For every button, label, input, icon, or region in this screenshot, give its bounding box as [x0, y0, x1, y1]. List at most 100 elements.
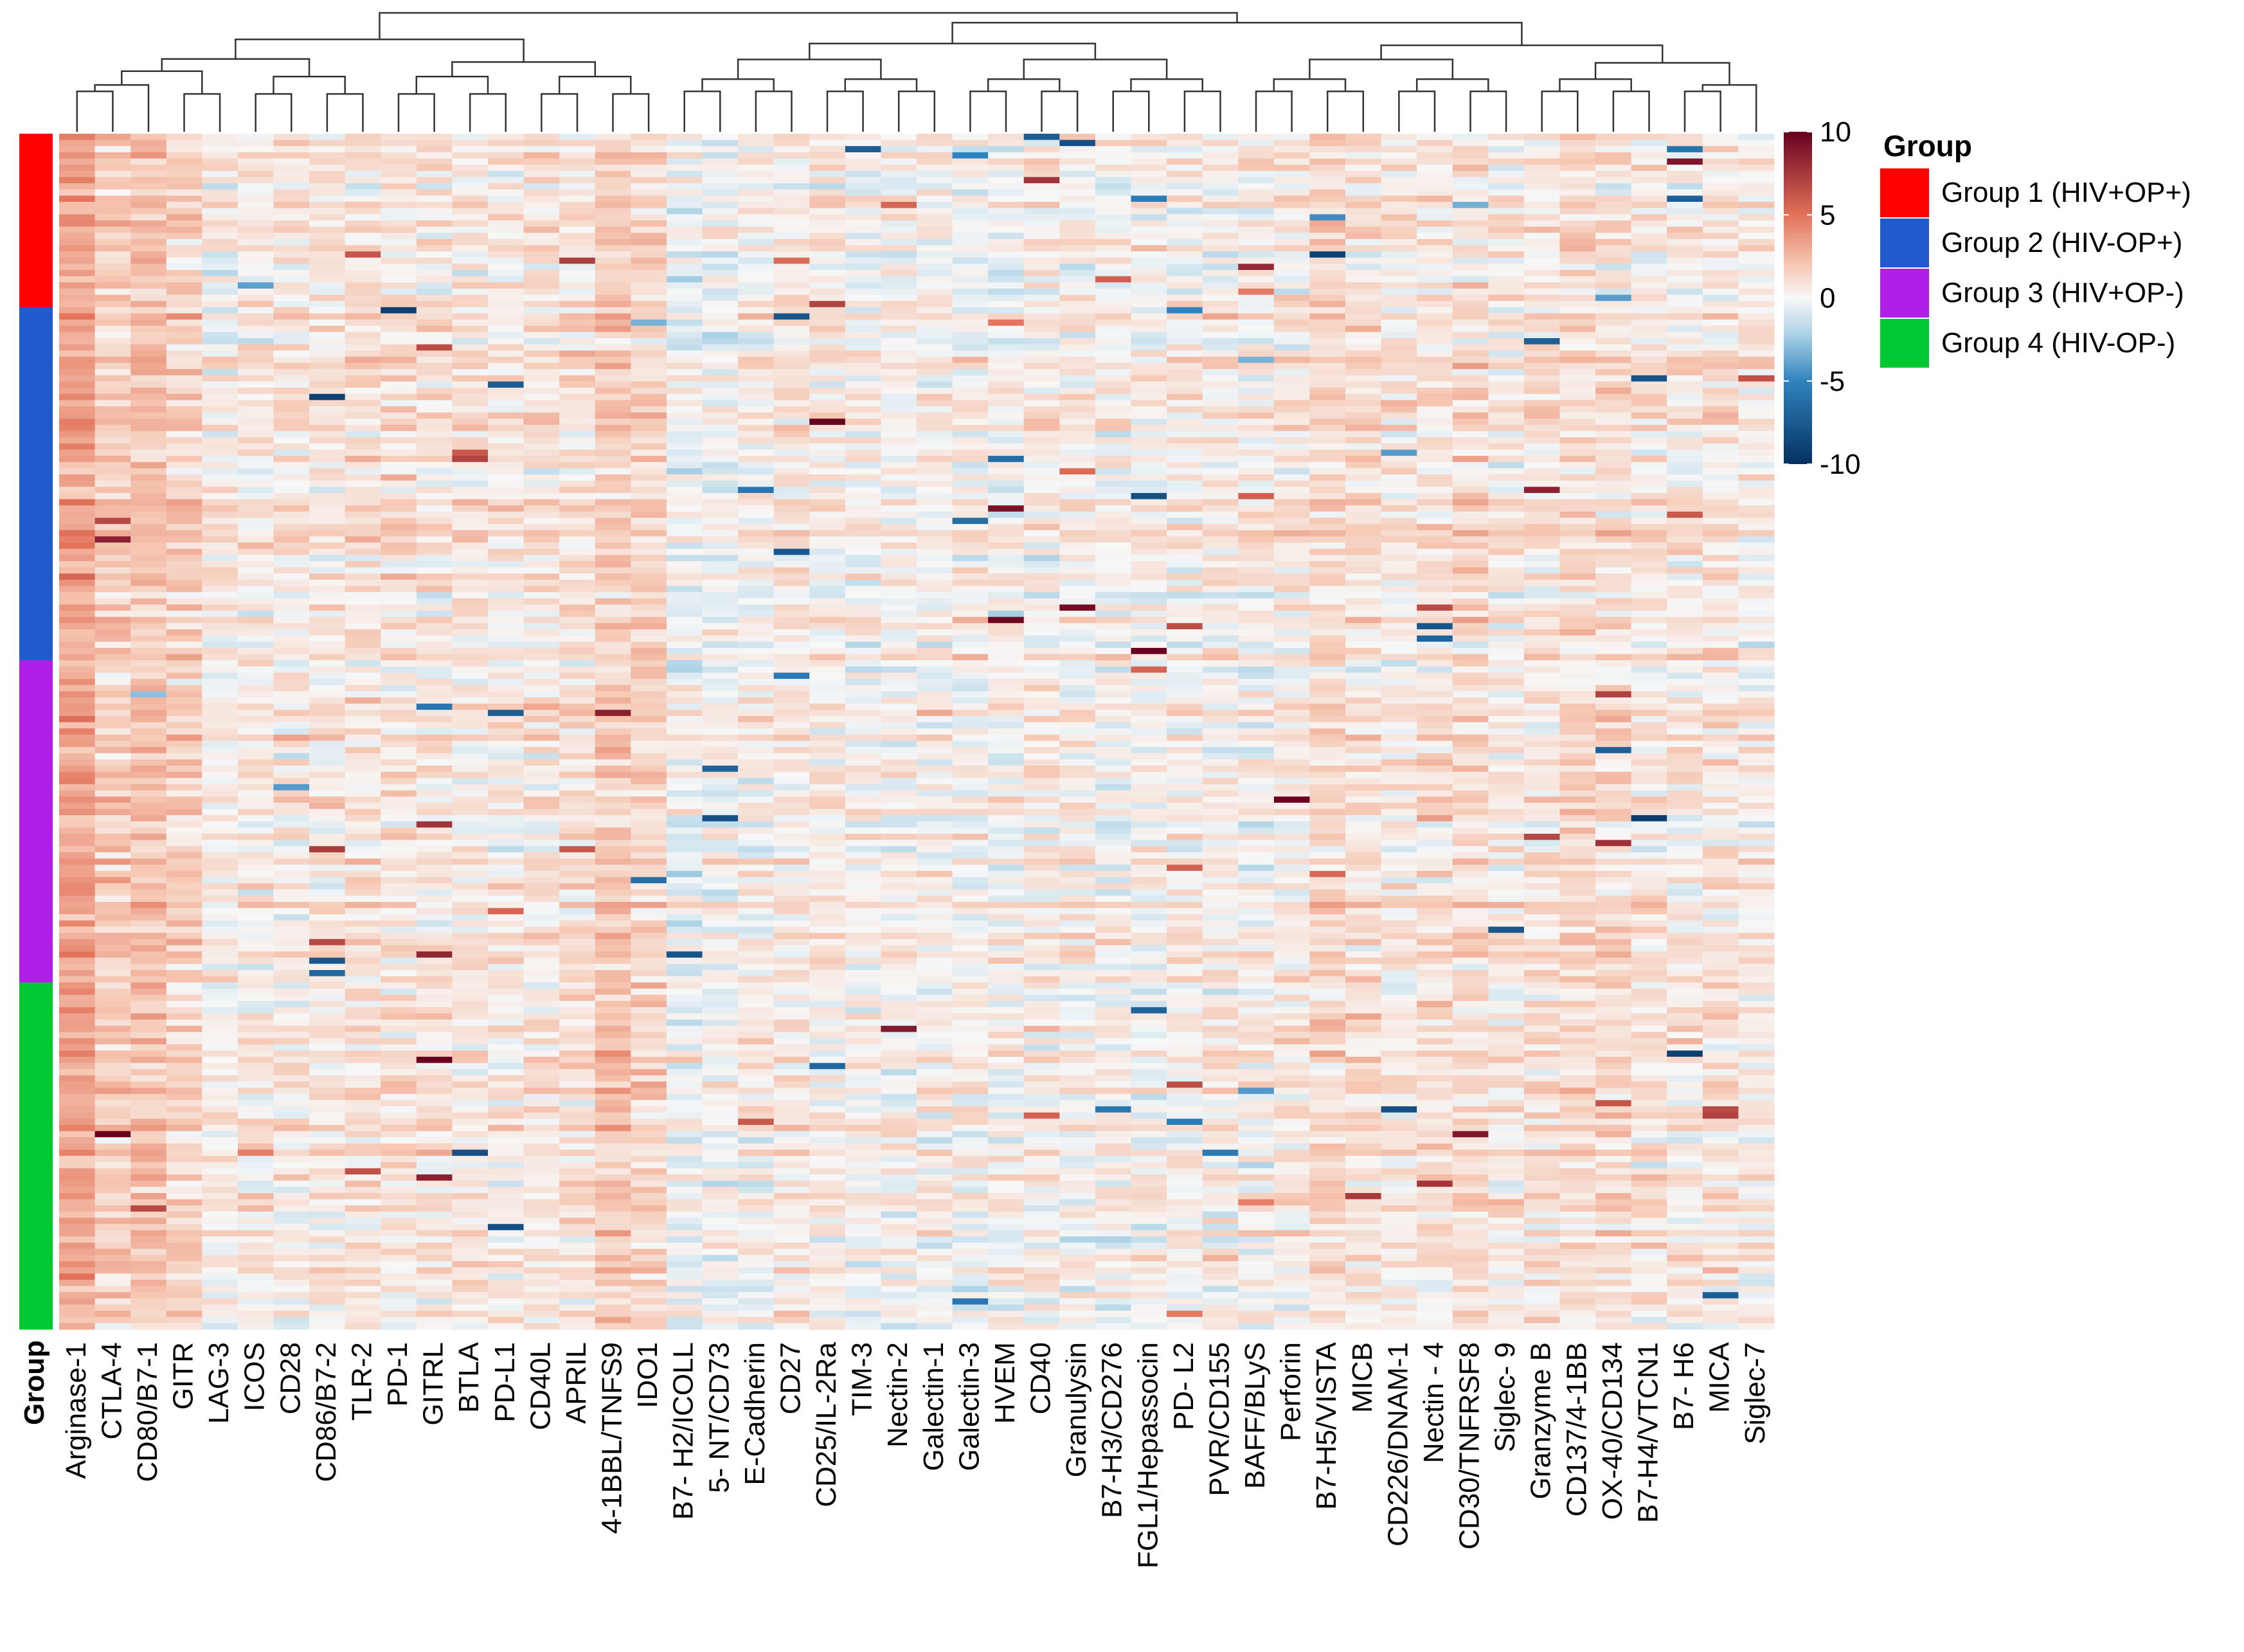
heatmap-cell: [1417, 561, 1453, 568]
heatmap-cell: [1095, 567, 1132, 574]
heatmap-cell: [1452, 499, 1489, 506]
heatmap-cell: [952, 418, 989, 426]
heatmap-cell: [595, 561, 631, 568]
heatmap-cell: [1023, 536, 1060, 543]
heatmap-cell: [130, 468, 167, 475]
heatmap-cell: [59, 332, 96, 339]
heatmap-cell: [345, 530, 381, 537]
heatmap-cell: [237, 152, 274, 159]
heatmap-cell: [1738, 264, 1775, 271]
heatmap-cell: [381, 468, 417, 475]
heatmap-cell: [631, 604, 667, 611]
heatmap-cell: [595, 369, 631, 376]
heatmap-cell: [773, 251, 810, 258]
heatmap-cell: [1452, 152, 1489, 159]
heatmap-cell: [1345, 555, 1382, 562]
heatmap-cell: [1381, 517, 1417, 525]
heatmap-cell: [666, 741, 703, 748]
heatmap-cell: [1738, 579, 1775, 587]
heatmap-cell: [773, 307, 810, 314]
heatmap-cell: [1309, 356, 1346, 364]
heatmap-cell: [559, 381, 596, 388]
heatmap-cell: [1023, 165, 1060, 172]
heatmap-cell: [1631, 233, 1667, 240]
heatmap-cell: [94, 443, 131, 451]
heatmap-cell: [1452, 573, 1489, 580]
heatmap-cell: [1595, 158, 1632, 165]
heatmap-cell: [381, 208, 417, 215]
heatmap-cell: [59, 344, 96, 351]
heatmap-cell: [1381, 152, 1417, 159]
heatmap-cell: [738, 282, 775, 289]
heatmap-cell: [202, 313, 238, 320]
heatmap-cell: [166, 276, 202, 283]
heatmap-cell: [1488, 573, 1525, 580]
heatmap-cell: [59, 356, 96, 364]
heatmap-cell: [988, 592, 1025, 599]
heatmap-cell: [881, 598, 917, 606]
heatmap-cell: [94, 592, 131, 599]
heatmap-cell: [1131, 165, 1167, 172]
heatmap-cell: [1095, 245, 1132, 252]
heatmap-cell: [917, 319, 953, 327]
heatmap-cell: [1381, 177, 1417, 184]
heatmap-cell: [702, 753, 739, 760]
heatmap-cell: [202, 728, 238, 735]
heatmap-cell: [1738, 158, 1775, 165]
heatmap-cell: [952, 623, 989, 630]
heatmap-cell: [1273, 468, 1311, 475]
heatmap-cell: [1273, 307, 1311, 314]
heatmap-cell: [1631, 165, 1667, 172]
heatmap-cell: [1702, 226, 1739, 233]
heatmap-cell: [1023, 183, 1060, 190]
heatmap-cell: [273, 313, 310, 320]
heatmap-cell: [1631, 579, 1667, 587]
heatmap-cell: [845, 555, 882, 562]
heatmap-cell: [202, 456, 238, 463]
heatmap-cell: [952, 517, 989, 525]
heatmap-cell: [59, 325, 96, 332]
heatmap-cell: [631, 424, 667, 432]
heatmap-cell: [1202, 474, 1239, 481]
heatmap-cell: [1273, 666, 1311, 674]
heatmap-cell: [845, 393, 882, 401]
heatmap-cell: [166, 697, 202, 705]
heatmap-cell: [666, 288, 703, 296]
heatmap-cell: [202, 189, 238, 196]
heatmap-cell: [1273, 319, 1311, 327]
heatmap-cell: [273, 462, 310, 469]
heatmap-cell: [1667, 505, 1703, 512]
heatmap-cell: [773, 388, 810, 395]
heatmap-cell: [94, 214, 131, 221]
heatmap-cell: [1167, 294, 1203, 301]
heatmap-cell: [702, 270, 739, 277]
heatmap-cell: [202, 233, 238, 240]
heatmap-cell: [702, 146, 739, 153]
heatmap-cell: [130, 363, 167, 370]
heatmap-cell: [1095, 202, 1132, 209]
heatmap-cell: [345, 715, 381, 723]
heatmap-cell: [809, 195, 846, 202]
heatmap-cell: [1417, 195, 1453, 202]
heatmap-cell: [1667, 660, 1703, 667]
heatmap-cell: [309, 759, 346, 766]
heatmap-cell: [1345, 443, 1382, 451]
heatmap-cell: [1131, 579, 1167, 587]
heatmap-cell: [738, 313, 775, 320]
heatmap-cell: [1095, 139, 1132, 147]
heatmap-cell: [1273, 524, 1311, 531]
heatmap-cell: [1595, 579, 1632, 587]
heatmap-cell: [1488, 350, 1525, 357]
heatmap-cell: [1238, 511, 1275, 519]
heatmap-cell: [1488, 443, 1525, 451]
heatmap-cell: [452, 492, 489, 500]
heatmap-cell: [166, 388, 202, 395]
heatmap-cell: [166, 146, 202, 153]
heatmap-cell: [702, 741, 739, 748]
heatmap-cell: [94, 165, 131, 172]
heatmap-cell: [345, 350, 381, 357]
heatmap-cell: [523, 424, 560, 432]
heatmap-cell: [1559, 592, 1596, 599]
heatmap-cell: [237, 543, 274, 550]
heatmap-cell: [917, 350, 953, 357]
